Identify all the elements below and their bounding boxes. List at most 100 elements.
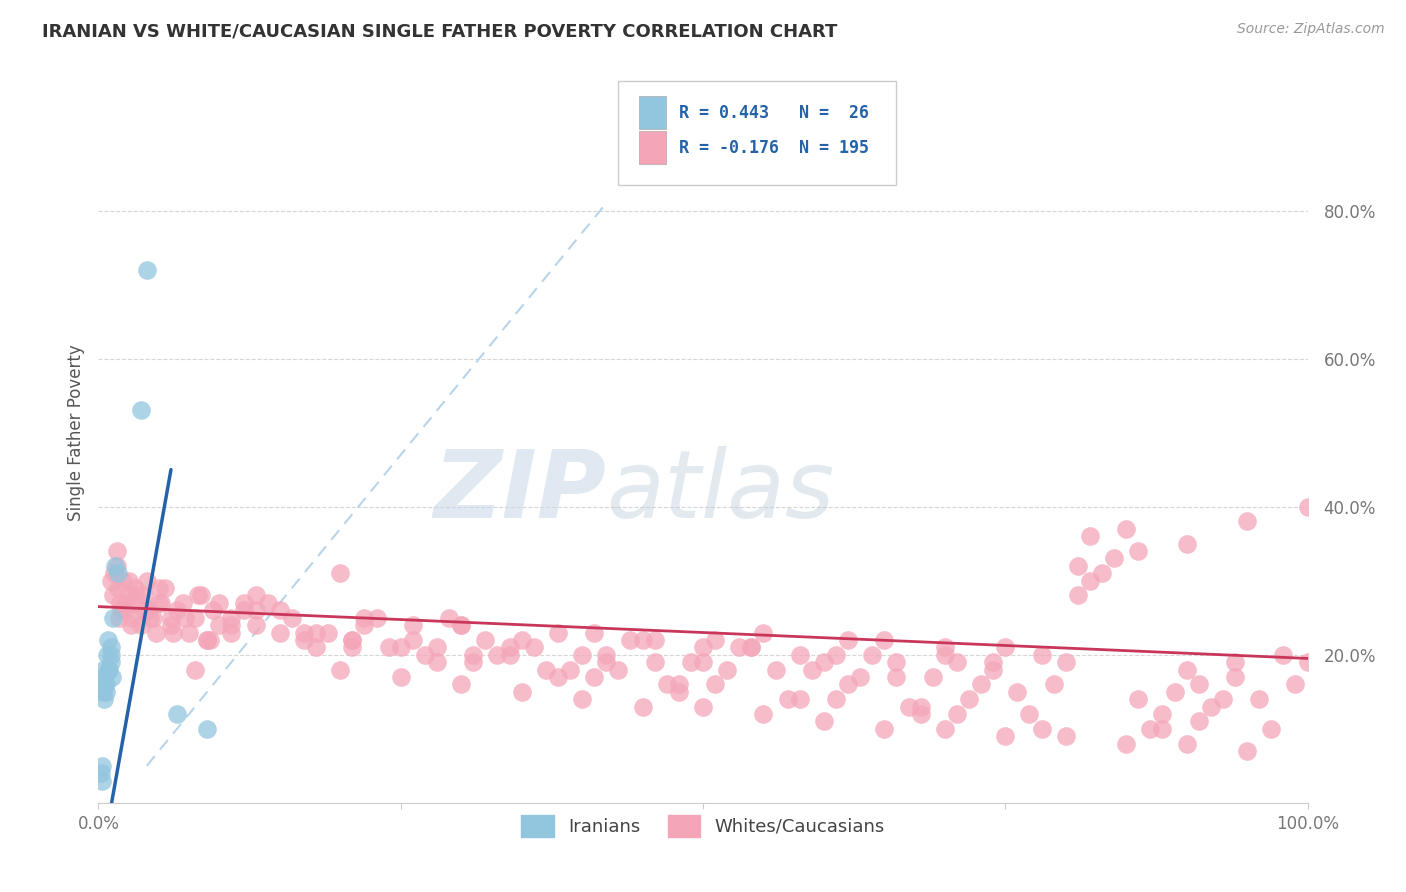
Point: [752, 706, 775, 721]
Point: [342, 632, 364, 647]
Point: [970, 677, 993, 691]
Point: [316, 625, 339, 640]
Point: [172, 596, 194, 610]
Point: [187, 589, 209, 603]
Point: [98, 663, 121, 677]
Point: [595, 648, 617, 662]
Point: [692, 655, 714, 669]
Point: [728, 640, 751, 655]
Point: [221, 610, 243, 624]
Point: [245, 618, 267, 632]
Point: [547, 670, 569, 684]
Point: [305, 625, 328, 640]
Point: [692, 640, 714, 655]
Point: [558, 663, 581, 677]
Point: [837, 677, 859, 691]
Point: [957, 692, 980, 706]
Point: [510, 685, 533, 699]
Point: [934, 640, 956, 655]
Point: [127, 596, 149, 610]
Point: [910, 699, 932, 714]
Point: [329, 566, 352, 581]
Point: [1139, 722, 1161, 736]
Point: [292, 625, 315, 640]
Point: [1152, 722, 1174, 736]
Point: [607, 663, 630, 677]
Point: [547, 625, 569, 640]
Point: [329, 663, 352, 677]
Point: [232, 596, 254, 610]
Point: [107, 581, 129, 595]
Point: [1102, 551, 1125, 566]
Point: [704, 677, 727, 691]
Y-axis label: Single Father Poverty: Single Father Poverty: [66, 344, 84, 521]
Point: [101, 610, 124, 624]
Point: [93, 692, 115, 706]
Point: [981, 663, 1004, 677]
Point: [716, 663, 738, 677]
Point: [1078, 574, 1101, 588]
Point: [849, 670, 872, 684]
Point: [1152, 706, 1174, 721]
Point: [108, 596, 131, 610]
Point: [402, 632, 425, 647]
Point: [174, 610, 197, 624]
Point: [1188, 714, 1211, 729]
Point: [1236, 515, 1258, 529]
Point: [377, 640, 399, 655]
Point: [765, 663, 787, 677]
Point: [946, 706, 969, 721]
Point: [139, 610, 162, 624]
Point: [1067, 558, 1090, 573]
Point: [281, 610, 304, 624]
Point: [583, 625, 606, 640]
Point: [153, 581, 176, 595]
Point: [195, 632, 218, 647]
Point: [148, 581, 170, 595]
Point: [91, 677, 114, 691]
Point: [108, 610, 131, 624]
Point: [498, 640, 520, 655]
Point: [190, 589, 212, 603]
Point: [897, 699, 920, 714]
Point: [160, 610, 183, 624]
Point: [129, 403, 152, 417]
Point: [120, 618, 142, 632]
Point: [1223, 655, 1246, 669]
Point: [208, 618, 231, 632]
Point: [129, 618, 152, 632]
Point: [269, 603, 291, 617]
Point: [668, 685, 690, 699]
Point: [679, 655, 702, 669]
Point: [366, 610, 388, 624]
Point: [1199, 699, 1222, 714]
Point: [813, 655, 835, 669]
Point: [631, 699, 654, 714]
Point: [873, 722, 896, 736]
Point: [437, 610, 460, 624]
Point: [498, 648, 520, 662]
Point: [1236, 744, 1258, 758]
Point: [305, 640, 328, 655]
Point: [1067, 589, 1090, 603]
Point: [1175, 536, 1198, 550]
Point: [571, 692, 593, 706]
Point: [1031, 648, 1053, 662]
Point: [463, 655, 485, 669]
Point: [534, 663, 557, 677]
Text: R = 0.443   N =  26: R = 0.443 N = 26: [679, 103, 869, 122]
Point: [93, 677, 115, 691]
Point: [202, 603, 225, 617]
Point: [118, 589, 141, 603]
Point: [1091, 566, 1114, 581]
Point: [595, 655, 617, 669]
Point: [269, 625, 291, 640]
Point: [232, 603, 254, 617]
Point: [1249, 692, 1271, 706]
Point: [97, 632, 120, 647]
Point: [825, 648, 848, 662]
Point: [450, 677, 472, 691]
Point: [256, 596, 278, 610]
Point: [198, 632, 221, 647]
Point: [105, 544, 128, 558]
